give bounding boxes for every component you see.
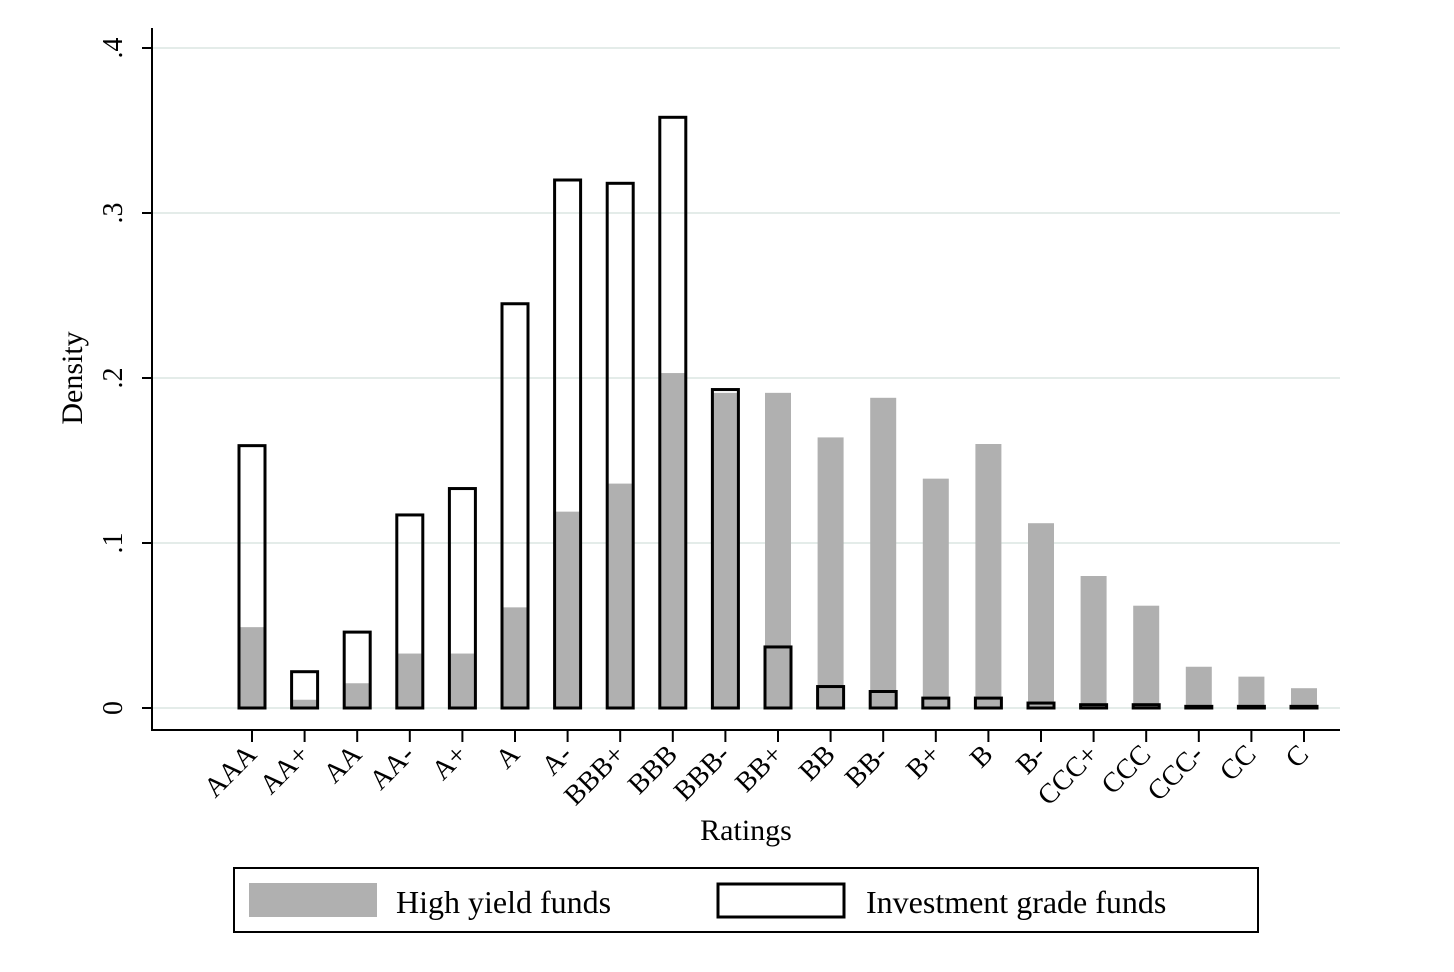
high-yield-bars xyxy=(239,373,1317,708)
legend-box xyxy=(233,867,1259,933)
bar-investment-grade-A- xyxy=(553,178,583,710)
x-axis-title: Ratings xyxy=(700,814,792,847)
bar-investment-grade-AA- xyxy=(395,513,425,710)
bar-investment-grade-CCC- xyxy=(1184,704,1214,710)
x-tick-label: CC xyxy=(1214,739,1262,787)
x-tick-label: CCC- xyxy=(1142,739,1210,807)
x-tick-label: BB+ xyxy=(729,739,789,799)
bar-investment-grade-AA xyxy=(342,630,372,710)
bar-high-yield-AA+ xyxy=(291,699,318,708)
bar-investment-grade-BBB+ xyxy=(605,181,635,710)
x-tick-label: BBB- xyxy=(668,739,736,807)
legend-swatch-investment-grade xyxy=(716,882,846,919)
bar-high-yield-AA xyxy=(344,683,371,708)
x-tick-label: BB- xyxy=(839,739,894,794)
x-tick-label: A+ xyxy=(426,739,473,786)
bar-high-yield-BB- xyxy=(870,397,897,708)
bar-high-yield-BBB xyxy=(659,373,686,708)
bar-investment-grade-BB- xyxy=(868,690,898,710)
bar-investment-grade-B- xyxy=(1026,701,1056,710)
y-tick-label: .2 xyxy=(98,368,129,389)
x-tick-label: BB xyxy=(793,739,841,787)
bar-investment-grade-C xyxy=(1289,704,1319,710)
bar-investment-grade-AA+ xyxy=(290,670,320,710)
bar-investment-grade-CC xyxy=(1236,704,1266,710)
legend-label-high-yield: High yield funds xyxy=(396,884,611,920)
bar-investment-grade-CCC+ xyxy=(1079,703,1109,710)
bar-investment-grade-BB xyxy=(816,685,846,710)
x-tick-label: B xyxy=(964,739,999,774)
x-tick-label: AA+ xyxy=(254,739,316,801)
bar-high-yield-BB xyxy=(817,437,844,708)
bar-high-yield-CCC- xyxy=(1185,666,1212,708)
bar-investment-grade-B xyxy=(973,696,1003,710)
bar-high-yield-B+ xyxy=(922,478,949,708)
x-tick-label: AAA xyxy=(198,738,263,803)
bar-high-yield-AAA xyxy=(239,627,265,708)
bar-high-yield-CCC xyxy=(1133,605,1160,708)
legend: High yield funds Investment grade funds xyxy=(233,867,1259,933)
bar-high-yield-BB+ xyxy=(765,392,791,708)
bar-investment-grade-A xyxy=(500,302,530,710)
y-axis-title: Density xyxy=(56,331,89,424)
x-tick-label: B+ xyxy=(900,739,946,785)
investment-grade-bars xyxy=(237,115,1319,710)
legend-swatch-high-yield xyxy=(249,883,377,917)
bar-high-yield-A- xyxy=(554,511,581,708)
bar-investment-grade-A+ xyxy=(447,487,477,710)
bar-high-yield-B- xyxy=(1028,523,1054,708)
bar-high-yield-C xyxy=(1291,688,1317,708)
bar-investment-grade-B+ xyxy=(921,696,951,710)
bar-investment-grade-BBB xyxy=(658,115,688,710)
y-tick-label: .1 xyxy=(98,533,129,554)
bar-high-yield-BBB- xyxy=(712,392,739,708)
x-tick-label: A xyxy=(490,738,527,775)
y-tick-label: .3 xyxy=(98,203,129,224)
bar-high-yield-B xyxy=(975,444,1002,708)
x-tick-label: BBB+ xyxy=(558,739,631,812)
grid-lines xyxy=(152,47,1340,709)
x-tick-label: C xyxy=(1280,739,1315,774)
bar-high-yield-A xyxy=(502,607,528,708)
bar-investment-grade-AAA xyxy=(237,444,267,710)
axes xyxy=(151,28,1340,731)
x-tick-label: B- xyxy=(1010,739,1052,781)
bar-high-yield-BBB+ xyxy=(607,483,634,708)
bar-investment-grade-CCC xyxy=(1131,703,1161,710)
bar-high-yield-AA- xyxy=(396,653,423,708)
bar-high-yield-CCC+ xyxy=(1080,576,1107,708)
legend-label-investment-grade: Investment grade funds xyxy=(866,884,1166,920)
x-tick-label: AA xyxy=(318,738,369,789)
x-tick-label: CCC+ xyxy=(1032,739,1105,812)
bar-investment-grade-BB+ xyxy=(763,645,793,710)
bar-high-yield-A+ xyxy=(449,653,476,708)
y-tick-label: 0 xyxy=(98,701,129,715)
bar-high-yield-CC xyxy=(1238,676,1265,708)
y-axis-ticks: 0 .1 .2 .3 .4 xyxy=(98,38,152,715)
x-tick-label: AA- xyxy=(364,739,421,796)
bar-investment-grade-BBB- xyxy=(710,388,740,710)
y-tick-label: .4 xyxy=(98,38,129,59)
